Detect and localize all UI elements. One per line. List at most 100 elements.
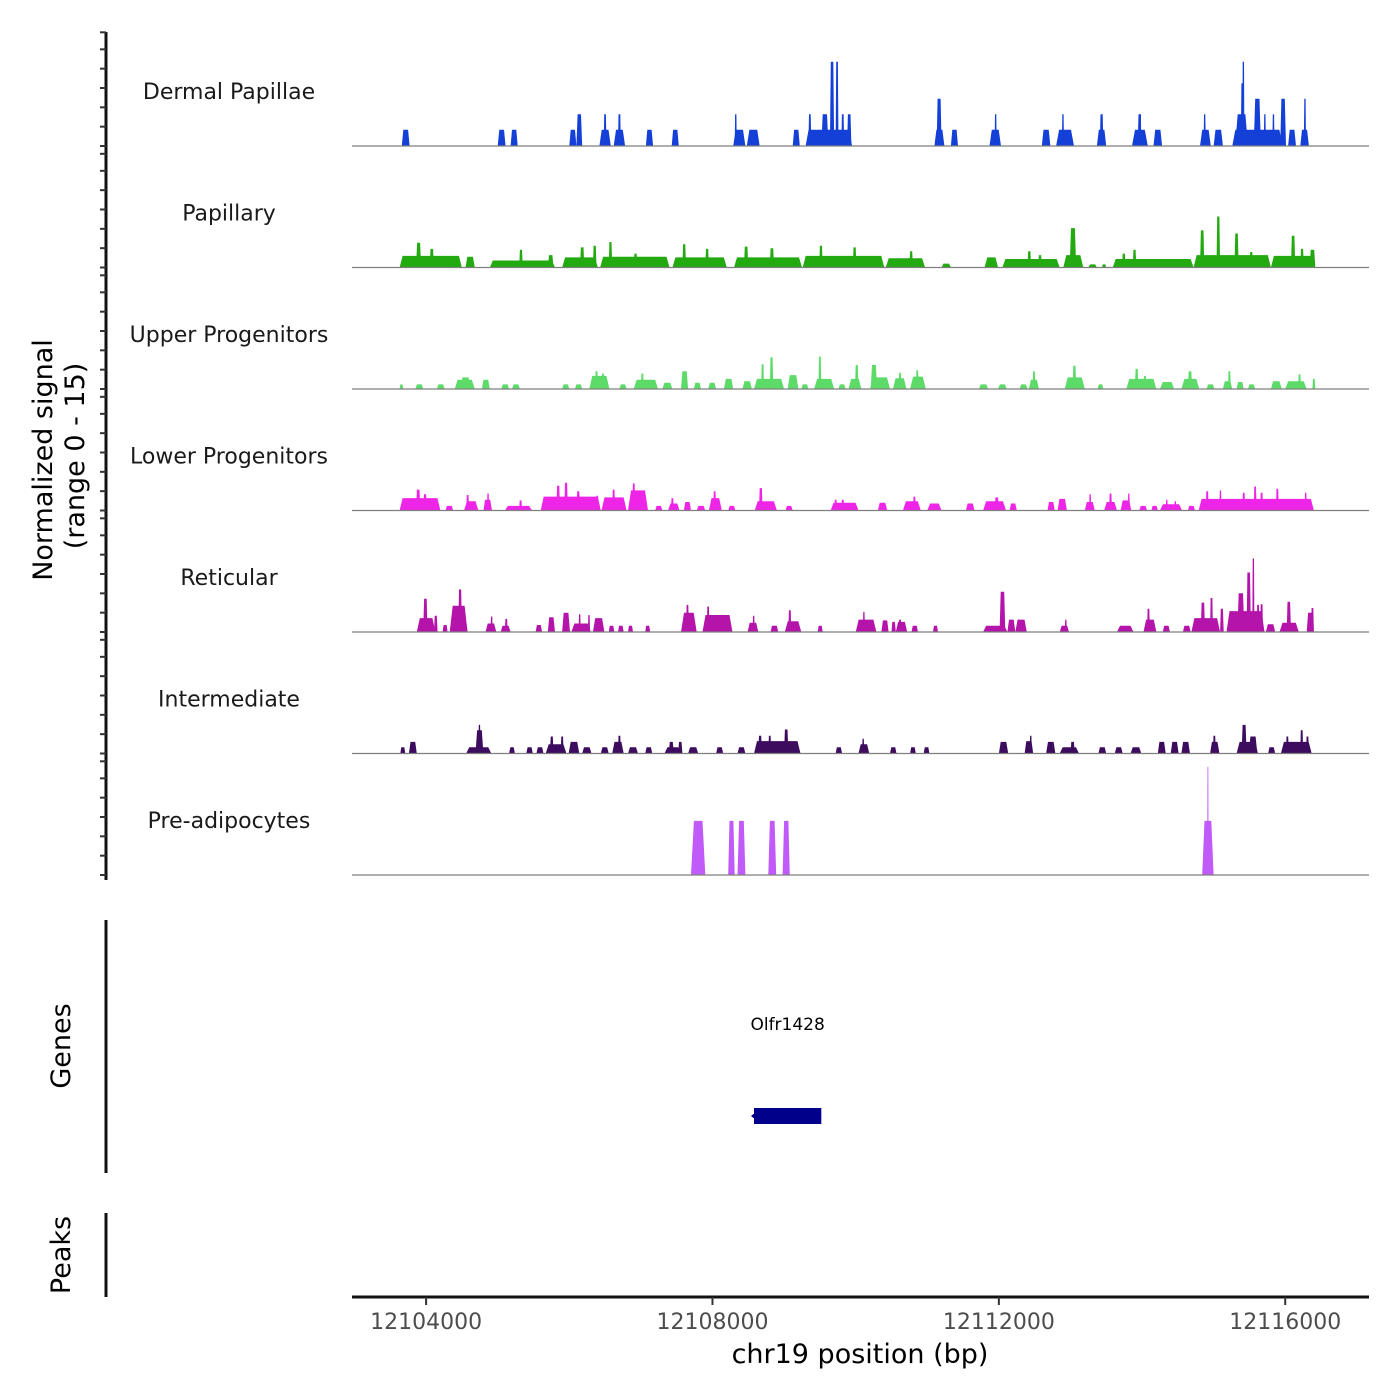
signal-peak [1098,747,1107,754]
signal-peak [1027,251,1032,268]
signal-peak [612,741,624,754]
signal-peak [628,747,638,754]
signal-peak [1159,382,1175,389]
signal-peak [595,371,598,389]
signal-peak [965,503,975,511]
signal-peak [576,114,583,146]
gene-strand-arrow [751,1112,757,1120]
signal-peak [442,625,448,632]
signal-peak [1191,618,1221,632]
signal-peak [1132,249,1137,268]
signal-peak [978,384,989,389]
track-papillary: Papillary [182,202,1369,269]
signal-peak [1300,730,1304,754]
signal-peak [487,493,490,511]
signal-peak [752,615,755,632]
signal-peak [1207,766,1209,875]
signal-peak [1143,619,1157,632]
signal-peak [618,114,621,146]
signal-peak [1265,624,1276,632]
signal-peak [633,379,659,389]
signal-peak [512,384,520,389]
track-reticular: Reticular [180,558,1369,633]
signal-peak [1253,98,1261,146]
signal-peak [445,505,454,511]
signal-peak [890,747,897,754]
signal-peak [1226,611,1265,632]
signal-peak [560,736,564,754]
signal-peak [681,612,697,632]
signal-peak [754,741,801,754]
signal-peak [936,98,942,146]
signal-peak [1032,371,1036,389]
x-tick-label: 12116000 [1229,1310,1341,1335]
signal-peak [862,738,865,754]
signal-peak [686,604,689,632]
signal-peak [705,248,709,268]
signal-peak [592,618,605,632]
signal-peak [784,729,789,754]
x-tick-label: 12104000 [370,1310,482,1335]
signal-peak [550,736,554,754]
signal-peak [1285,381,1307,389]
signal-peak [497,129,506,146]
signal-peak [821,114,829,146]
signal-peak [632,483,636,511]
signal-peak [742,381,752,389]
signal-peak [1309,249,1316,268]
signal-peak [834,499,838,511]
signal-peak [1109,493,1112,511]
signal-peak [744,246,749,268]
signal-peak [1029,735,1032,754]
signal-peak [536,747,544,754]
signal-peak [1228,371,1231,389]
signal-peak [915,370,919,389]
signal-peak [817,625,823,632]
signal-peak [1139,114,1142,146]
signal-peak [1007,619,1016,632]
signal-peak [1291,235,1296,268]
track-label: Upper Progenitors [130,323,329,348]
x-tick-label: 12108000 [656,1310,768,1335]
signal-peak [1015,619,1027,632]
signal-peak [835,61,839,147]
signal-peak [1157,741,1166,754]
signal-peak [519,500,522,511]
signal-peak [792,741,796,754]
signal-peak [490,616,493,632]
signal-peak [881,620,889,632]
signal-peak [1046,741,1056,754]
signal-peak [1153,129,1163,146]
peaks-track-label: Peaks [46,1216,77,1294]
signal-peak [769,357,774,389]
signal-peak [671,129,679,146]
signal-peak [1260,604,1263,632]
signal-peak [612,489,616,511]
signal-peak [696,505,706,511]
signal-peak [787,375,799,389]
signal-peak [782,820,790,875]
signal-peak [1089,494,1092,511]
signal-peak [1286,601,1291,632]
signal-peak [564,482,568,511]
signal-peak [1210,598,1213,632]
signal-peak [1147,608,1150,632]
signal-peak [999,591,1006,632]
coverage-tracks: Dermal Papillae Papillary Upper Progenitor… [130,61,1369,876]
signal-peak [1270,381,1282,389]
signal-peak [401,129,410,146]
signal-peak [628,625,633,632]
signal-peak [504,618,508,632]
signal-peak [682,244,686,268]
coverage-y-axis-ticks [100,31,106,876]
signal-peak [1126,378,1157,389]
signal-peak [1256,604,1260,632]
signal-peak [1312,378,1316,389]
signal-peak [927,503,942,511]
signal-peak [645,129,654,146]
signal-peak [898,372,902,389]
signal-peak [1268,747,1276,754]
signal-peak [415,384,424,389]
signal-peak [1193,255,1271,268]
